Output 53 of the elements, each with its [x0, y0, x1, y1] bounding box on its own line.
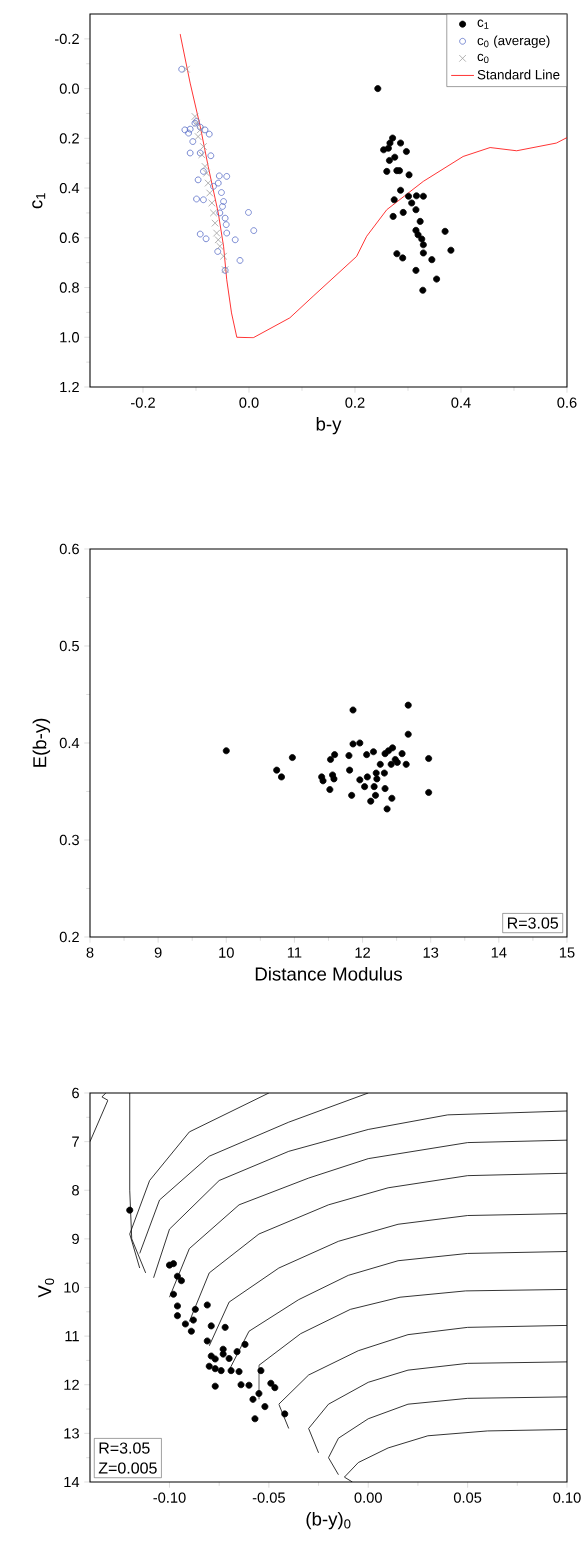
legend-label: c$_{0}$ — [477, 53, 489, 64]
x-tick-label: 9 — [154, 947, 162, 958]
y-tick-label: 0.6 — [59, 232, 79, 243]
y-tick-label: 9 — [72, 1233, 79, 1245]
y-tick-label: 0.4 — [59, 737, 80, 749]
annotation: Z=0.005 — [98, 1462, 157, 1474]
x-tick-label: 14 — [491, 947, 507, 958]
legend-label: c$_{1}$ — [477, 19, 489, 29]
x-tick-label: 0.05 — [453, 1492, 482, 1503]
x-axis-title: b-y — [316, 416, 342, 435]
x-axis-title: (b-y)$_{0}$ — [306, 1511, 351, 1530]
y-tick-label: 0.5 — [59, 640, 79, 652]
y-tick-label: 6 — [72, 1087, 79, 1099]
x-tick-label: 8 — [86, 947, 94, 958]
annotation: R=3.05 — [99, 1442, 150, 1454]
y-tick-label: 1.0 — [60, 332, 80, 343]
x-tick-label: 0.6 — [557, 397, 577, 408]
y-tick-label: 0.3 — [59, 834, 79, 846]
x-tick-label: 10 — [219, 947, 234, 958]
y-axis-title: c$_{1}$ — [32, 193, 46, 209]
x-tick-label: -0.2 — [131, 397, 155, 408]
x-tick-label: 0.2 — [345, 397, 365, 408]
x-axis-title: Distance Modulus — [255, 966, 402, 981]
y-tick-label: 14 — [64, 1476, 80, 1488]
y-tick-label: 8 — [72, 1185, 79, 1196]
y-tick-label: 10 — [64, 1282, 80, 1293]
y-tick-label: 0.2 — [59, 133, 79, 144]
x-tick-label: 11 — [287, 947, 302, 958]
legend-label: Standard Line — [477, 69, 560, 80]
y-tick-label: 7 — [72, 1136, 79, 1147]
x-tick-label: 0.0 — [239, 397, 259, 408]
x-tick-label: 0.00 — [354, 1492, 382, 1503]
x-tick-label: 12 — [355, 947, 370, 958]
x-tick-label: 13 — [423, 947, 439, 958]
y-tick-label: 0.4 — [59, 182, 80, 194]
y-tick-label: 13 — [64, 1428, 79, 1439]
y-tick-label: -0.2 — [54, 33, 79, 45]
y-tick-label: 12 — [64, 1379, 79, 1390]
y-axis-title: V$_{0}$ — [38, 1278, 55, 1298]
y-tick-label: 0.0 — [59, 83, 80, 94]
x-tick-label: 0.10 — [553, 1492, 581, 1503]
annotation: R=3.05 — [508, 917, 559, 929]
y-axis-title: E(b-y) — [32, 718, 51, 767]
y-tick-label: 0.2 — [59, 931, 79, 943]
y-tick-label: 11 — [65, 1331, 79, 1342]
x-tick-label: -0.05 — [252, 1492, 285, 1503]
legend-label: c$_{0}$ (average) — [477, 35, 550, 48]
y-tick-label: 0.6 — [59, 543, 79, 555]
x-tick-label: -0.10 — [153, 1492, 186, 1503]
x-tick-label: 15 — [559, 947, 575, 958]
x-tick-label: 0.4 — [451, 397, 471, 408]
y-tick-label: 0.8 — [59, 282, 79, 293]
y-tick-label: 1.2 — [60, 381, 79, 393]
